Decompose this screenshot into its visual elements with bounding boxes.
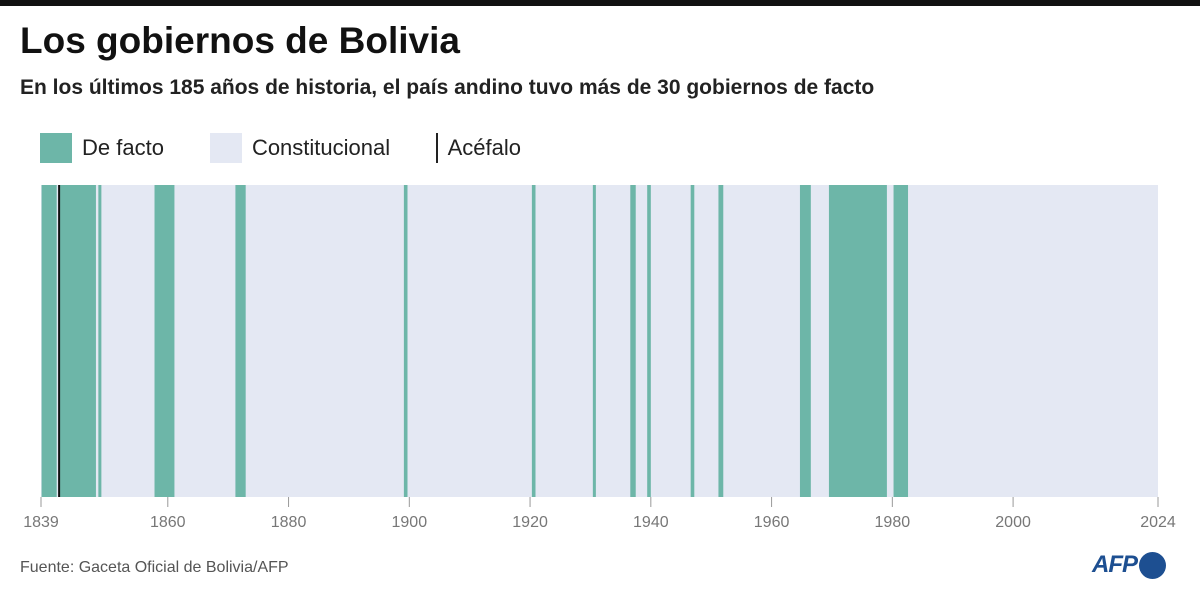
legend: De facto Constitucional Acéfalo bbox=[40, 133, 567, 163]
x-tick-label: 1860 bbox=[150, 514, 186, 531]
constitucional-background bbox=[41, 185, 1158, 497]
legend-item-acefalo: Acéfalo bbox=[436, 133, 521, 163]
afp-logo-text: AFP bbox=[1092, 551, 1138, 578]
legend-swatch-constitucional bbox=[209, 133, 242, 163]
de-facto-band bbox=[531, 185, 536, 497]
x-tick-label: 1920 bbox=[512, 514, 548, 531]
page-subtitle: En los últimos 185 años de historia, el … bbox=[20, 76, 875, 99]
x-tick-label: 1980 bbox=[875, 514, 911, 531]
legend-item-de-facto: De facto bbox=[40, 133, 164, 163]
de-facto-band bbox=[630, 185, 636, 497]
legend-label: De facto bbox=[82, 135, 164, 160]
legend-swatch-de-facto bbox=[40, 133, 72, 163]
top-bar bbox=[0, 0, 1200, 6]
de-facto-band bbox=[799, 185, 811, 497]
de-facto-band bbox=[59, 185, 96, 497]
de-facto-band bbox=[41, 185, 57, 497]
de-facto-band bbox=[403, 185, 408, 497]
x-tick-label: 1880 bbox=[271, 514, 307, 531]
de-facto-band bbox=[592, 185, 596, 497]
afp-logo-dot bbox=[1139, 551, 1166, 579]
x-tick-label: 2024 bbox=[1140, 514, 1176, 531]
source-note: Fuente: Gaceta Oficial de Bolivia/AFP bbox=[20, 559, 289, 576]
de-facto-band bbox=[98, 185, 102, 497]
legend-item-constitucional: Constitucional bbox=[209, 133, 391, 163]
legend-label: Acéfalo bbox=[447, 135, 522, 160]
legend-swatch-acefalo bbox=[436, 133, 438, 163]
x-tick-label: 1839 bbox=[23, 514, 59, 531]
x-tick-label: 1960 bbox=[754, 514, 790, 531]
de-facto-band bbox=[718, 185, 724, 497]
de-facto-band bbox=[690, 185, 695, 497]
de-facto-band bbox=[154, 185, 175, 497]
x-tick-label: 2000 bbox=[995, 514, 1031, 531]
de-facto-band bbox=[893, 185, 909, 497]
de-facto-band bbox=[647, 185, 651, 497]
page-title: Los gobiernos de Bolivia bbox=[20, 20, 460, 61]
legend-label: Constitucional bbox=[251, 135, 391, 160]
x-tick-label: 1900 bbox=[392, 514, 428, 531]
afp-logo: AFP bbox=[1092, 551, 1166, 579]
de-facto-band bbox=[828, 185, 887, 497]
x-tick-label: 1940 bbox=[633, 514, 669, 531]
de-facto-band bbox=[235, 185, 246, 497]
